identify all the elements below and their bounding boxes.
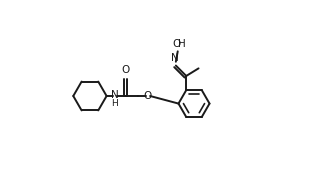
Text: N: N	[171, 53, 179, 63]
Text: O: O	[172, 39, 180, 49]
Text: H: H	[178, 39, 186, 49]
Text: N: N	[111, 90, 118, 100]
Text: O: O	[144, 91, 152, 101]
Text: H: H	[111, 99, 118, 108]
Text: O: O	[121, 65, 130, 75]
